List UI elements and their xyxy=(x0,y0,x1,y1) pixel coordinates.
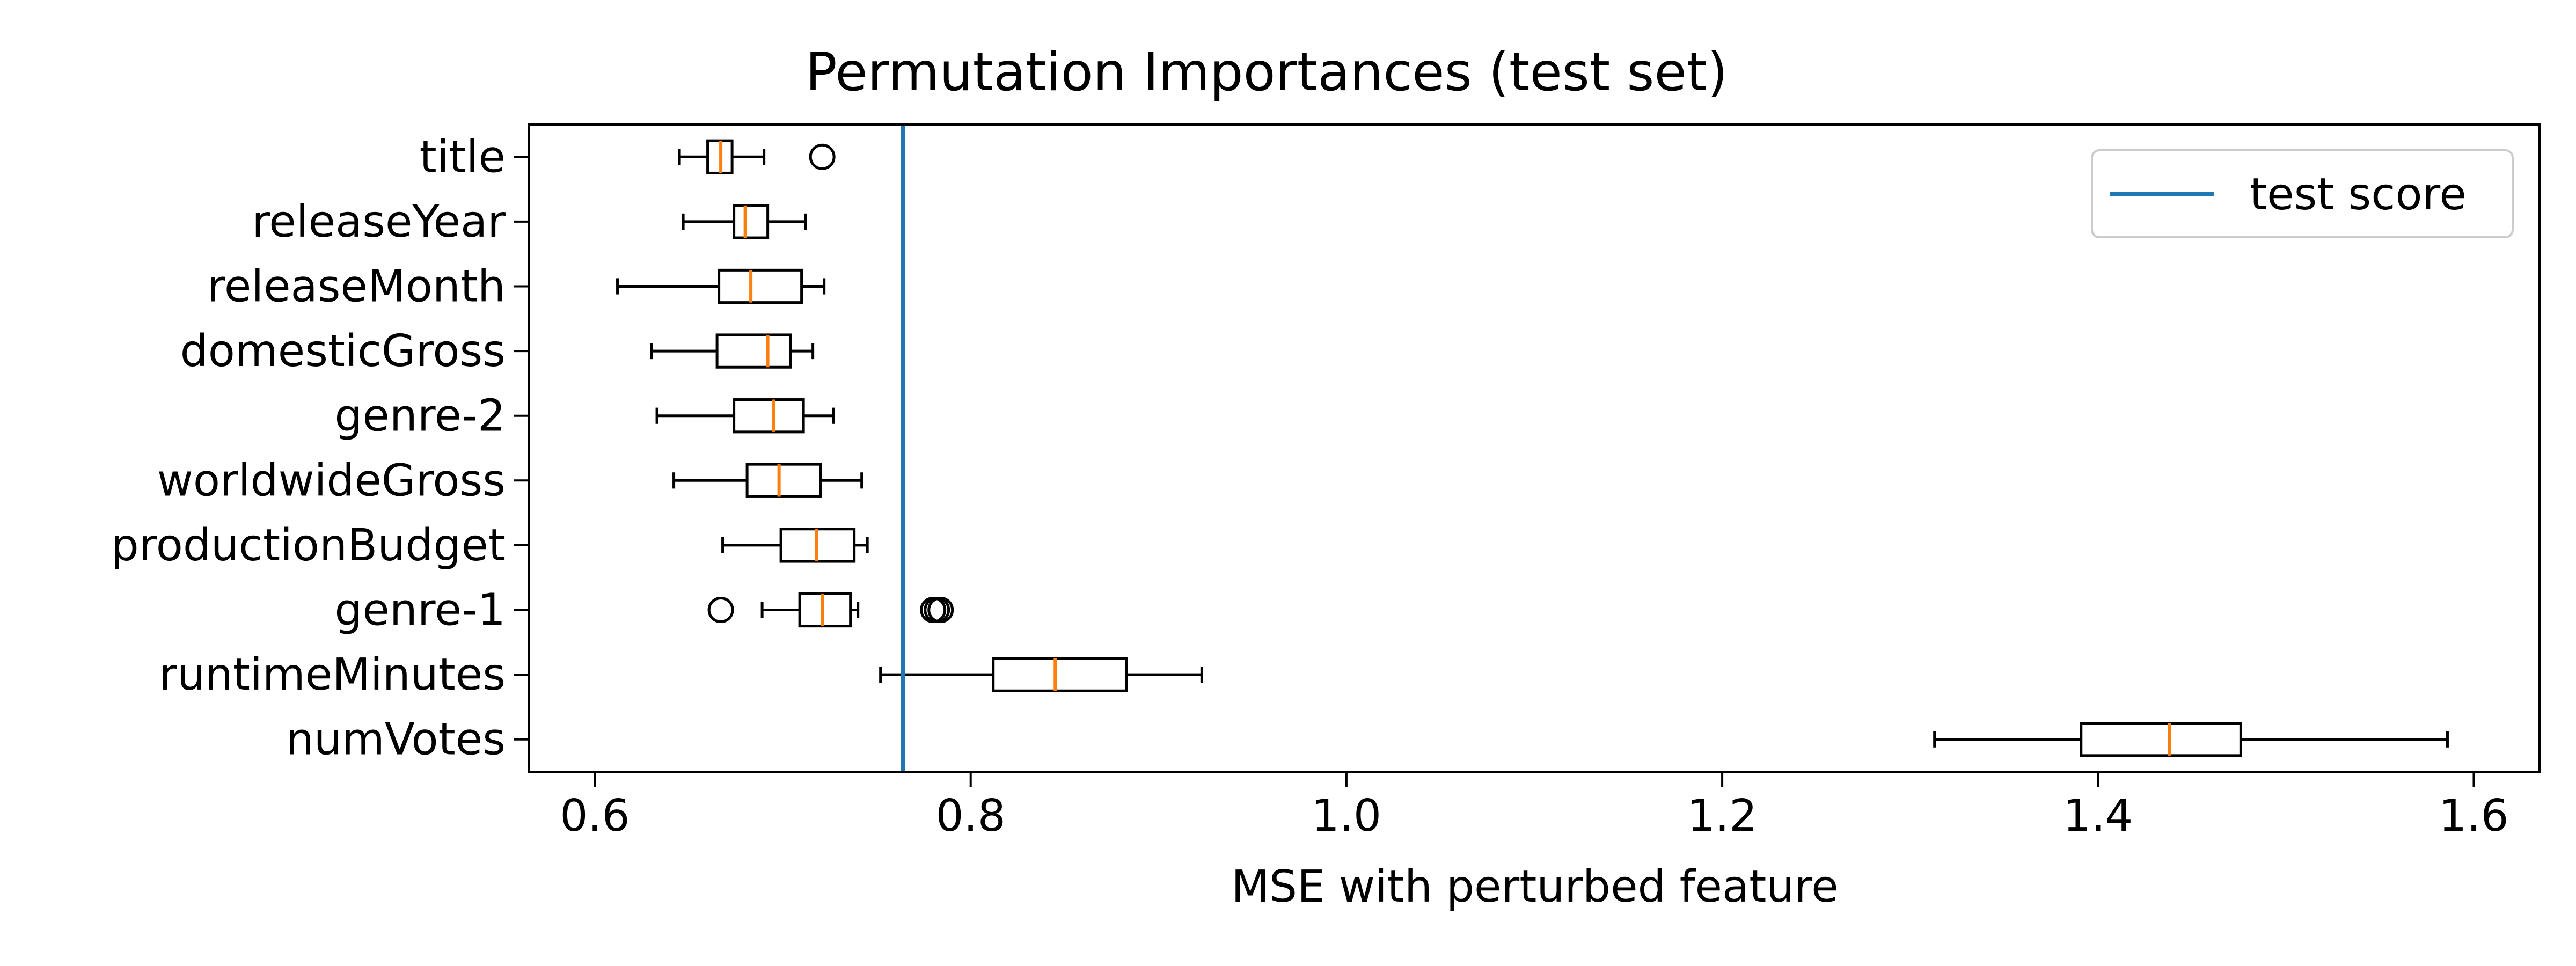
x-tick-label: 1.2 xyxy=(1687,791,1757,841)
x-axis-ticks: 0.6 0.8 1.0 1.2 1.4 1.6 xyxy=(560,772,2509,841)
iqr-box xyxy=(718,268,803,304)
box-productionBudget xyxy=(721,528,869,563)
x-tick-label: 1.6 xyxy=(2439,791,2508,841)
iqr-box xyxy=(992,657,1128,692)
box-releaseMonth xyxy=(616,268,826,304)
x-tick-label: 0.8 xyxy=(936,791,1006,841)
iqr-box xyxy=(745,463,822,498)
category-label: runtimeMinutes xyxy=(159,649,506,700)
category-label: releaseMonth xyxy=(207,261,506,312)
x-tick-label: 1.4 xyxy=(2063,791,2133,841)
iqr-box xyxy=(715,333,792,369)
plot-frame xyxy=(528,123,2541,773)
box-releaseYear xyxy=(682,204,807,239)
chart-title: Permutation Importances (test set) xyxy=(806,42,1728,103)
category-label: worldwideGross xyxy=(157,455,506,506)
outlier-point xyxy=(707,597,734,623)
outlier-point xyxy=(809,143,836,170)
category-label: productionBudget xyxy=(111,520,506,571)
category-labels: title releaseYear releaseMonth domesticGros… xyxy=(111,131,529,765)
box-title xyxy=(678,139,836,174)
x-axis-label: MSE with perturbed feature xyxy=(1231,861,1838,912)
iqr-box xyxy=(733,398,805,434)
x-tick-label: 1.0 xyxy=(1312,791,1381,841)
box-worldwideGross xyxy=(672,463,863,498)
box-numVotes xyxy=(1933,722,2449,757)
boxes xyxy=(616,139,2449,757)
category-label: title xyxy=(420,131,506,182)
box-genre-1 xyxy=(707,592,954,628)
category-label: numVotes xyxy=(286,714,506,765)
legend: test score xyxy=(2091,149,2514,238)
iqr-box xyxy=(2080,722,2242,757)
legend-frame xyxy=(2091,149,2514,238)
iqr-box xyxy=(798,592,852,628)
x-tick-label: 0.6 xyxy=(560,791,630,841)
category-label: releaseYear xyxy=(252,196,506,247)
box-domesticGross xyxy=(650,333,815,369)
legend-label: test score xyxy=(2250,169,2467,220)
outlier-point xyxy=(927,597,954,623)
category-label: genre-1 xyxy=(334,585,506,636)
category-label: genre-2 xyxy=(334,391,506,442)
category-label: domesticGross xyxy=(180,326,506,377)
box-runtimeMinutes xyxy=(879,657,1203,692)
iqr-box xyxy=(733,204,770,239)
box-genre-2 xyxy=(655,398,835,434)
